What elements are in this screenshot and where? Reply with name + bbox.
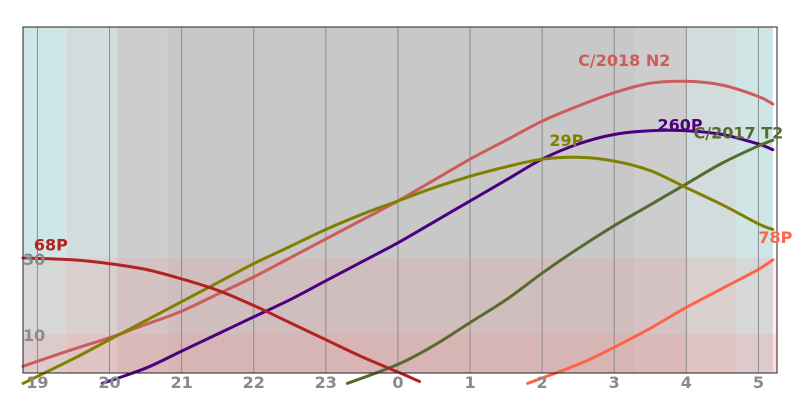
x-tick-4: 4 [681, 373, 692, 392]
series-line-29p [21, 155, 775, 385]
series-label-c-2017-t2: C/2017 T2 [694, 123, 784, 142]
series-label-260p: 260P [657, 116, 702, 135]
altitude-label-10: 10 [23, 326, 45, 345]
x-tick-labels: 19 20 21 22 23 0 1 2 3 4 5 [26, 373, 764, 392]
series-line-c-2017-t2 [345, 138, 775, 385]
x-tick-5: 5 [753, 373, 764, 392]
x-tick-23: 23 [315, 373, 337, 392]
altitude-zones [23, 258, 777, 373]
x-tick-22: 22 [243, 373, 265, 392]
x-tick-20: 20 [98, 373, 120, 392]
plot-frame [22, 26, 778, 374]
twilight-band-0 [23, 27, 67, 373]
altitude-labels: 10 30 [23, 250, 45, 345]
x-tick-0: 0 [392, 373, 403, 392]
series-line-260p [100, 128, 775, 385]
series-lines [21, 79, 775, 385]
altitude-label-30: 30 [23, 250, 45, 269]
series-label-68p: 68P [34, 235, 68, 254]
series-line-78p [526, 258, 775, 385]
twilight-band-6 [736, 27, 773, 373]
series-label-78p: 78P [758, 228, 792, 247]
series-line-c-2018-n2 [21, 79, 775, 368]
twilight-band-1 [66, 27, 117, 373]
series-label-29p: 29P [549, 131, 583, 150]
series-line-68p [21, 256, 421, 383]
x-tick-19: 19 [26, 373, 48, 392]
x-tick-1: 1 [464, 373, 475, 392]
series-label-c-2018-n2: C/2018 N2 [578, 51, 670, 70]
x-tick-2: 2 [537, 373, 548, 392]
low-altitude-zone-30 [23, 258, 777, 373]
low-altitude-zone-10 [23, 334, 777, 373]
x-tick-21: 21 [170, 373, 192, 392]
x-tick-3: 3 [609, 373, 620, 392]
